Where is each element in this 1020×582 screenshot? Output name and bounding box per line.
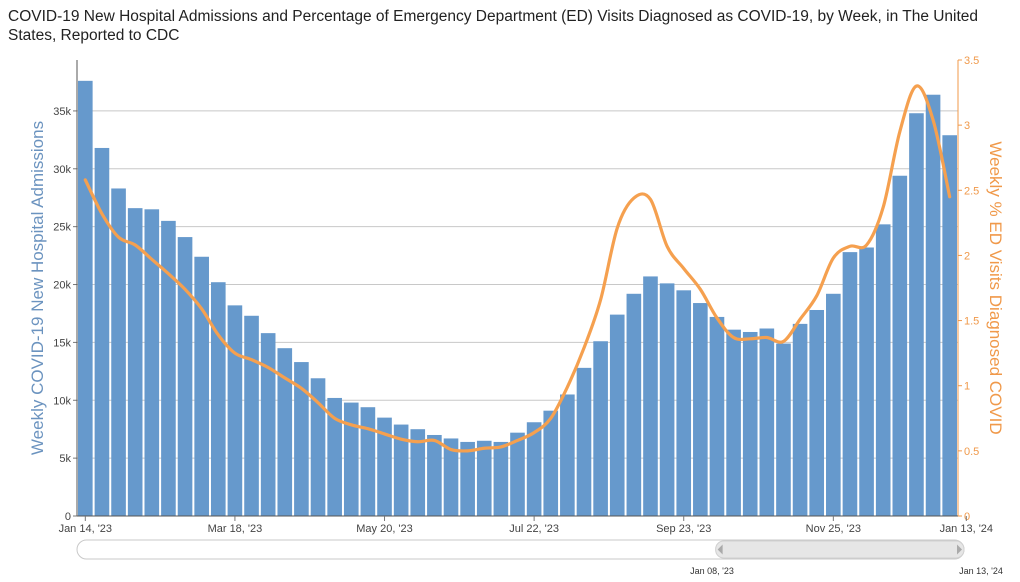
admissions-bar — [144, 209, 160, 516]
admissions-bar — [127, 208, 143, 516]
admissions-bar — [626, 293, 642, 516]
admissions-bar — [327, 397, 342, 516]
admissions-bar — [244, 315, 259, 516]
x-tick-label: Jul 22, '23 — [509, 523, 559, 535]
y-tick-label: 20k — [53, 280, 71, 292]
admissions-bar — [759, 328, 775, 516]
navigator-selection[interactable] — [715, 540, 965, 559]
admissions-bar — [377, 417, 392, 516]
admissions-bar — [161, 220, 176, 516]
admissions-bar — [726, 329, 741, 516]
admissions-bar — [526, 422, 542, 516]
x-tick-label: Sep 23, '23 — [656, 523, 711, 535]
admissions-bar — [78, 80, 93, 516]
admissions-bars — [78, 80, 957, 517]
admissions-bar — [909, 113, 924, 516]
admissions-bar — [360, 407, 376, 516]
admissions-bar — [709, 316, 725, 516]
admissions-bar — [925, 94, 941, 516]
y2-tick-label: 3 — [964, 120, 970, 132]
y2-tick-label: 0 — [964, 511, 970, 523]
admissions-bar — [693, 303, 708, 516]
x-tick-label: Jan 14, '23 — [59, 523, 112, 535]
y2-axis-title: Weekly % ED Visits Diagnosed COVID — [986, 141, 1005, 434]
admissions-bar — [443, 438, 459, 516]
y2-tick-label: 1 — [964, 381, 970, 393]
admissions-bar — [842, 252, 858, 516]
admissions-bar — [609, 314, 625, 516]
admissions-bar — [875, 224, 891, 516]
admissions-bar — [659, 283, 675, 516]
admissions-bar — [560, 394, 575, 516]
admissions-bar — [792, 323, 808, 516]
admissions-bar — [809, 309, 825, 516]
admissions-bar — [177, 237, 193, 516]
y-tick-label: 0 — [65, 511, 71, 523]
y2-tick-label: 0.5 — [964, 446, 979, 458]
admissions-bar — [510, 432, 525, 516]
admissions-bar — [294, 362, 309, 516]
axes: 0 5k 10k 15k 20k 25k 30k 35k 0 0.5 1 1.5 2 2.5 3 3.5 Jan… — [53, 55, 993, 535]
admissions-bar — [643, 276, 658, 516]
ed-visits-line — [83, 84, 952, 453]
y-tick-label: 10k — [53, 395, 71, 407]
admissions-bar — [742, 331, 758, 516]
admissions-bar — [776, 343, 791, 516]
admissions-bar — [310, 378, 326, 516]
admissions-bar — [593, 341, 608, 516]
x-tick-label: Nov 25, '23 — [806, 523, 861, 535]
navigator-right-label: Jan 13, '24 — [959, 566, 1003, 576]
admissions-bar — [210, 282, 226, 516]
x-tick-label: Mar 18, '23 — [208, 523, 263, 535]
navigator-handle-right-icon[interactable] — [957, 544, 962, 555]
y-tick-label: 30k — [53, 164, 71, 176]
admissions-bar — [460, 441, 475, 516]
y2-tick-label: 2.5 — [964, 185, 979, 197]
admissions-bar — [892, 175, 908, 517]
admissions-bar — [410, 429, 426, 516]
y2-tick-label: 2 — [964, 250, 970, 262]
admissions-bar — [343, 402, 359, 516]
admissions-bar — [859, 247, 874, 517]
admissions-bar — [826, 293, 841, 516]
navigator-handle-left-icon[interactable] — [717, 544, 723, 555]
y2-tick-label: 3.5 — [964, 55, 979, 67]
admissions-bar — [94, 147, 110, 516]
admissions-bar — [227, 305, 243, 516]
admissions-bar — [194, 256, 209, 516]
gridlines — [77, 110, 958, 459]
chart-title: COVID-19 New Hospital Admissions and Per… — [8, 8, 979, 44]
y-tick-label: 35k — [53, 106, 71, 118]
admissions-bar — [676, 290, 692, 516]
y-axis-title: Weekly COVID-19 New Hospital Admissions — [28, 121, 47, 455]
ed-visits-line-path — [83, 84, 952, 453]
y-tick-label: 25k — [53, 222, 71, 234]
admissions-bar — [260, 333, 276, 516]
admissions-bar — [493, 441, 509, 516]
admissions-bar — [576, 367, 592, 516]
admissions-bar — [427, 434, 442, 516]
y2-tick-label: 1.5 — [964, 316, 979, 328]
admissions-bar — [277, 348, 293, 516]
navigator-left-label: Jan 08, '23 — [690, 566, 734, 576]
y-tick-label: 15k — [53, 337, 71, 349]
admissions-bar — [393, 424, 409, 516]
admissions-bar — [543, 410, 559, 516]
admissions-bar — [111, 188, 126, 516]
y-tick-label: 5k — [59, 453, 71, 465]
admissions-bar — [476, 440, 492, 516]
range-navigator[interactable]: Jan 08, '23 Jan 13, '24 — [76, 539, 1003, 576]
axis-labels: Weekly COVID-19 New Hospital Admissions W… — [28, 121, 1005, 455]
admissions-bar — [942, 135, 957, 516]
x-tick-label: May 20, '23 — [356, 523, 413, 535]
x-tick-label: Jan 13, '24 — [940, 523, 993, 535]
